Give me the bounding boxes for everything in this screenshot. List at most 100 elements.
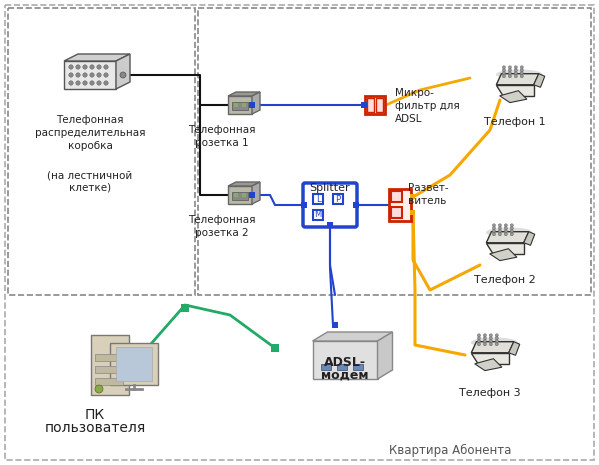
Bar <box>321 364 331 370</box>
Polygon shape <box>252 182 260 204</box>
Polygon shape <box>474 359 502 371</box>
Bar <box>353 202 359 208</box>
Circle shape <box>489 343 492 346</box>
Bar <box>249 192 255 198</box>
Polygon shape <box>313 332 392 341</box>
Circle shape <box>489 334 492 337</box>
Circle shape <box>510 224 513 227</box>
Bar <box>361 102 367 108</box>
Circle shape <box>509 72 512 75</box>
Polygon shape <box>313 341 377 379</box>
Circle shape <box>504 232 507 236</box>
Circle shape <box>489 337 492 340</box>
Polygon shape <box>228 186 252 204</box>
Polygon shape <box>64 54 130 61</box>
Circle shape <box>477 343 480 346</box>
Text: модем: модем <box>321 368 369 381</box>
Polygon shape <box>228 96 252 114</box>
Bar <box>353 364 363 370</box>
Polygon shape <box>534 73 544 87</box>
Text: пользователя: пользователя <box>44 421 146 435</box>
Polygon shape <box>228 182 260 186</box>
Bar <box>332 322 338 328</box>
Polygon shape <box>486 243 524 254</box>
Circle shape <box>69 81 73 85</box>
Bar <box>234 103 238 107</box>
Circle shape <box>498 230 501 233</box>
Circle shape <box>90 73 94 77</box>
Circle shape <box>90 81 94 85</box>
Bar <box>95 378 123 385</box>
Circle shape <box>515 66 518 69</box>
Polygon shape <box>471 342 514 353</box>
Bar <box>389 189 411 221</box>
Circle shape <box>483 340 486 343</box>
Text: Телефон 3: Телефон 3 <box>459 388 521 398</box>
Bar <box>376 98 383 112</box>
Text: Телефонная: Телефонная <box>188 125 256 135</box>
Ellipse shape <box>496 69 543 80</box>
Polygon shape <box>91 387 118 395</box>
Circle shape <box>477 334 480 337</box>
Text: витель: витель <box>408 196 446 206</box>
Circle shape <box>504 224 507 227</box>
Text: L: L <box>316 194 320 204</box>
Bar <box>232 102 248 110</box>
Polygon shape <box>471 353 509 364</box>
Polygon shape <box>377 332 392 379</box>
Bar <box>181 304 189 312</box>
Circle shape <box>515 69 518 72</box>
Circle shape <box>503 69 506 72</box>
Text: Микро-: Микро- <box>395 88 434 98</box>
Ellipse shape <box>486 227 533 238</box>
Circle shape <box>495 334 498 337</box>
Text: Квартира Абонента: Квартира Абонента <box>389 444 511 457</box>
Bar <box>95 366 123 373</box>
Polygon shape <box>509 342 520 355</box>
Circle shape <box>104 73 108 77</box>
Circle shape <box>495 343 498 346</box>
Bar <box>242 193 246 197</box>
Circle shape <box>90 65 94 69</box>
Bar <box>242 103 246 107</box>
Text: Телефон 1: Телефон 1 <box>484 117 546 127</box>
Circle shape <box>509 75 512 78</box>
Polygon shape <box>228 92 260 96</box>
Circle shape <box>76 65 80 69</box>
Text: Развет-: Развет- <box>408 183 449 193</box>
Text: клетке): клетке) <box>69 183 111 193</box>
Circle shape <box>521 69 524 72</box>
Polygon shape <box>486 232 529 243</box>
Bar <box>116 347 152 381</box>
Text: ADSL-: ADSL- <box>324 357 366 370</box>
Circle shape <box>492 227 495 230</box>
Circle shape <box>76 73 80 77</box>
Bar <box>313 194 323 204</box>
Bar <box>391 207 401 219</box>
Circle shape <box>510 232 513 236</box>
Polygon shape <box>116 54 130 89</box>
Circle shape <box>483 343 486 346</box>
Circle shape <box>503 66 506 69</box>
Bar <box>410 211 415 215</box>
Circle shape <box>477 340 480 343</box>
Text: M: M <box>314 211 322 219</box>
Circle shape <box>521 66 524 69</box>
Polygon shape <box>64 61 116 89</box>
Circle shape <box>477 337 480 340</box>
Text: Splitter: Splitter <box>310 183 350 193</box>
Circle shape <box>483 334 486 337</box>
Text: ADSL: ADSL <box>395 114 422 124</box>
Circle shape <box>492 224 495 227</box>
Circle shape <box>504 230 507 233</box>
Polygon shape <box>497 73 539 85</box>
Circle shape <box>510 230 513 233</box>
Circle shape <box>498 227 501 230</box>
Ellipse shape <box>471 338 518 348</box>
Bar <box>410 194 415 199</box>
Circle shape <box>76 81 80 85</box>
Circle shape <box>503 72 506 75</box>
Circle shape <box>69 65 73 69</box>
Text: Телефон 2: Телефон 2 <box>474 275 536 285</box>
FancyBboxPatch shape <box>303 183 357 227</box>
